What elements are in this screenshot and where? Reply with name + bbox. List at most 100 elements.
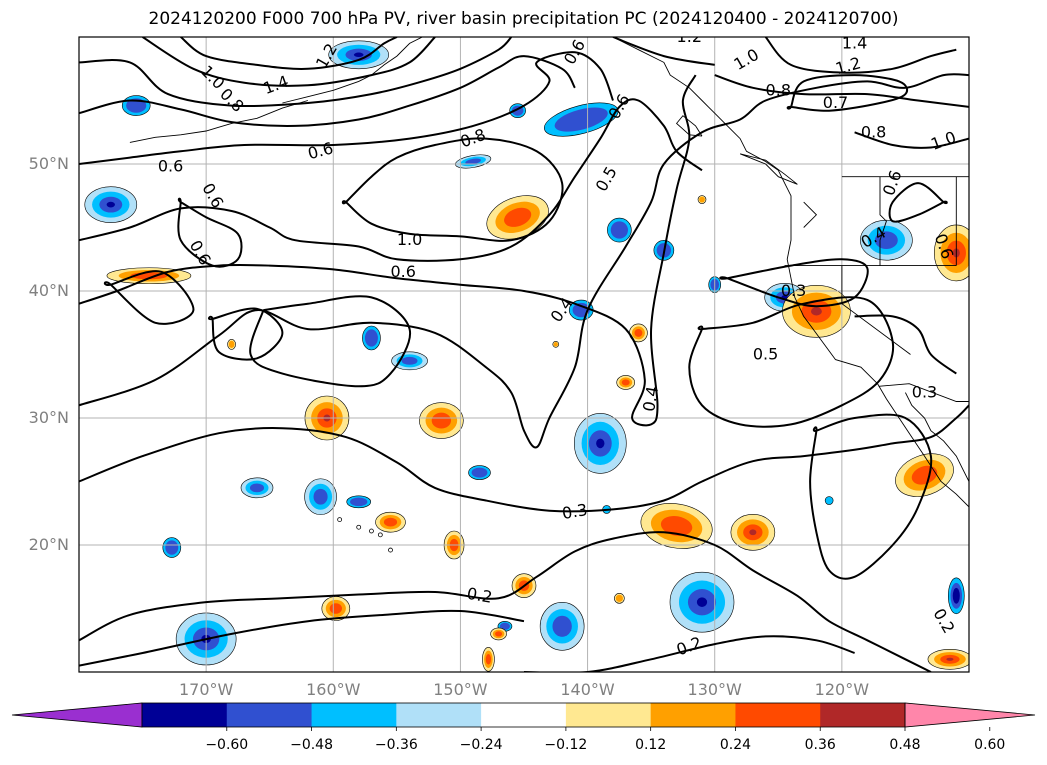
precip-anomaly-cell [895,453,954,497]
coastline [612,37,969,508]
pv-contour-line [612,37,715,66]
precip-contour-fill [610,221,628,239]
precip-anomaly-cell [391,351,428,371]
precip-anomaly-cell [616,375,636,390]
contour-label: 1.4 [261,72,291,99]
precip-anomaly-cell [947,577,965,615]
precip-contour-fill [946,657,954,661]
contour-label: 1.0 [730,45,762,74]
precipitation-pc-fills [84,28,969,672]
contour-label: 1.4 [842,33,867,52]
precip-contour-fill [364,329,378,347]
contour-label: 0.6 [158,157,183,176]
colorbar-tick-label: −0.12 [544,737,588,753]
precip-anomaly-cell [328,40,390,70]
colorbar-swatch [735,703,821,727]
precip-contour-fill [495,631,503,637]
contour-label: 0.6 [186,237,215,269]
coastline [739,153,798,185]
precip-anomaly-cell [607,217,632,243]
contour-label: 0.8 [766,80,791,99]
precip-anomaly-cell [573,413,627,474]
precip-anomaly-cell [933,224,969,282]
pv-contour-line [249,295,412,388]
colorbar-tick-label: 0.60 [974,737,1006,753]
contour-label: 0.4 [639,385,662,413]
precip-contour-fill [471,467,488,478]
pv-contour-line [79,98,703,262]
precip-contour-fill [634,328,643,337]
contour-label: 0.6 [560,36,589,68]
precip-contour-fill [228,340,235,348]
contour-label: 0.4 [547,294,577,326]
pv-contour-line [764,37,957,74]
contour-label: 0.6 [306,138,336,163]
precip-anomaly-cell [419,402,464,439]
precip-contour-fill [696,597,708,607]
precip-anomaly-cell [824,496,834,505]
pv-contour-line [79,51,614,165]
pv-contour-line [854,131,969,149]
precip-anomaly-cell [730,513,776,551]
precip-anomaly-cell [927,649,969,670]
precip-anomaly-cell [468,465,491,480]
precip-anomaly-cell [482,646,495,672]
precip-contour-fill [383,517,398,527]
pv-contour-line [888,182,948,223]
colorbar-swatch [650,703,736,727]
pv-contour-line [854,314,957,375]
precip-anomaly-cell [539,601,585,651]
precip-anomaly-cell [486,195,549,240]
precip-contour-fill [499,622,510,630]
precip-contour-fill [952,587,960,604]
precip-contour-fill [423,28,435,34]
coastline [904,392,969,482]
contour-label: 1.0 [197,62,228,93]
pv-contour-line [714,74,969,108]
coastline [129,100,309,143]
island [337,517,343,522]
colorbar-outline [141,702,906,728]
precip-contour-fill [465,158,481,165]
pv-contour-line [142,37,436,87]
island [377,532,383,538]
precip-contour-fill [699,196,705,203]
pv-contour-line [79,531,932,672]
colorbar-swatch [820,703,906,727]
longitude-label: 150°W [433,680,488,699]
precip-anomaly-cell [84,186,138,223]
longitude-label: 160°W [306,680,361,699]
precip-contour-fill [660,516,693,536]
precip-contour-fill [353,52,364,58]
colorbar-swatch [481,703,567,727]
coastline [841,265,911,355]
longitude-label: 120°W [814,680,870,699]
contour-label: 1.0 [928,127,958,154]
colorbar-swatch [311,703,397,727]
precip-contour-fill [554,107,608,132]
contour-label: 0.7 [823,93,848,112]
lat-lon-gridlines [79,37,969,672]
precip-anomaly-cell [227,339,236,350]
contour-label: 0.3 [561,500,589,523]
precip-contour-fill [485,654,492,665]
precip-contour-fill [165,540,179,555]
precip-anomaly-cell [490,627,507,641]
pv-contour-line [79,74,697,427]
precip-anomaly-cell [860,219,913,261]
latitude-label: 20°N [28,535,69,554]
colorbar-tick-label: 0.36 [804,737,836,753]
precip-anomaly-cell [121,95,151,116]
latitude-label: 50°N [28,154,69,173]
precip-contour-fill [106,201,115,208]
colorbar-tick-label: 0.48 [889,737,921,753]
coastline [803,201,818,228]
map-title: 2024120200 F000 700 hPa PV, river basin … [148,9,899,29]
contour-label: 0.5 [592,163,621,195]
precip-anomaly-cell [614,593,625,604]
contour-label: 1.2 [677,27,702,46]
precip-anomaly-cell [346,495,372,509]
contour-label: 0.2 [465,584,493,607]
colorbar-tick-label: 0.12 [635,737,667,753]
